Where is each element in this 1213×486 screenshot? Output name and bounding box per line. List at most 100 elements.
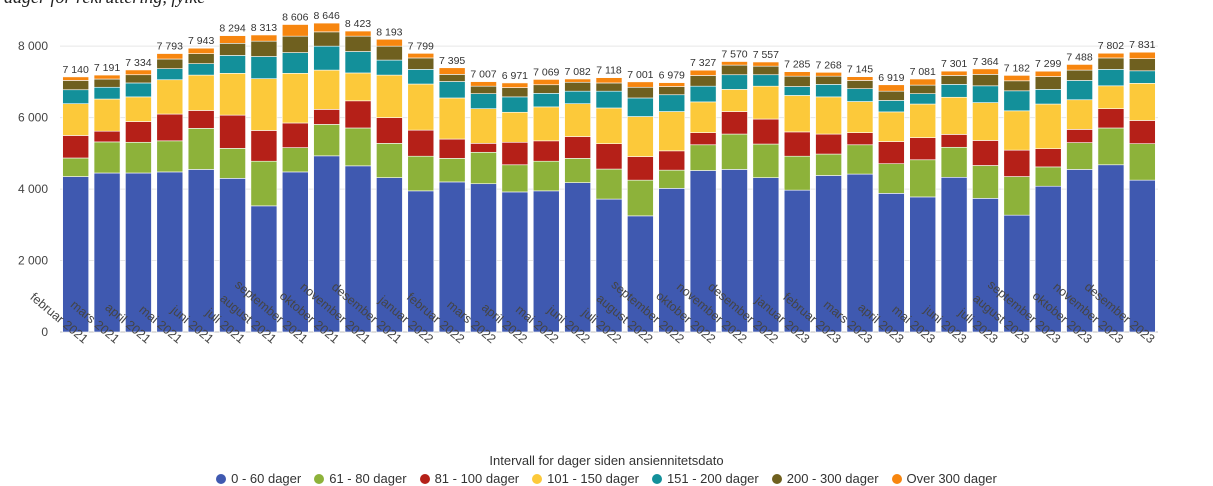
bar-segment [156, 171, 184, 333]
legend-item[interactable]: 151 - 200 dager [651, 471, 759, 486]
total-label: 7 182 [1004, 62, 1030, 74]
bar-segment [1128, 179, 1156, 333]
bar-segment [878, 100, 905, 113]
legend: Intervall for dager siden ansiennitetsda… [0, 453, 1213, 486]
bar-segment [1034, 89, 1062, 105]
bar-segment [815, 175, 842, 333]
y-tick-label: 2 000 [18, 254, 48, 268]
bar-segment [187, 47, 215, 54]
bar-segment [532, 106, 560, 142]
bar-segment [62, 76, 90, 81]
bar-segment [1003, 110, 1031, 151]
bar-segment [783, 86, 811, 96]
bar-segment [658, 111, 686, 152]
bar-segment [1128, 51, 1156, 59]
bar-segment [909, 159, 937, 198]
bar-segment [1066, 99, 1093, 130]
bar-segment [846, 76, 874, 81]
bar-segment [344, 127, 372, 167]
bar-segment [721, 61, 748, 66]
bar-segment [313, 22, 340, 33]
legend-swatch [771, 473, 782, 484]
total-label: 7 799 [408, 40, 434, 52]
bar-segment [940, 84, 968, 98]
legend-item[interactable]: 81 - 100 dager [419, 471, 520, 486]
bar-segment [1097, 85, 1125, 109]
bar-segment [1128, 83, 1156, 121]
bar-segment [752, 177, 780, 333]
total-label: 7 191 [94, 62, 120, 74]
bar-segment [250, 56, 278, 79]
bar-segment [156, 58, 184, 69]
bar-segment [250, 205, 278, 333]
bar-segment [689, 75, 717, 87]
bar-segment [407, 83, 435, 131]
total-label: 7 802 [1098, 40, 1124, 52]
bar-segment [721, 133, 748, 170]
bar-segment [62, 80, 90, 91]
bar-segment [909, 93, 937, 105]
bar-segment [187, 110, 215, 129]
bar-segment [940, 96, 968, 135]
bar-segment [125, 82, 152, 98]
bar-segment [219, 42, 246, 56]
legend-item[interactable]: 200 - 300 dager [771, 471, 879, 486]
bar-segment [313, 45, 340, 71]
total-label: 8 313 [251, 22, 277, 34]
legend-label: 81 - 100 dager [434, 471, 520, 486]
legend-item[interactable]: 0 - 60 dager [216, 471, 301, 486]
bar-segment [595, 77, 623, 84]
bar-segment [1097, 69, 1125, 87]
total-label: 7 081 [910, 66, 936, 78]
clipped-title: dager for rekruttering, fylke [4, 0, 205, 8]
bar-segment [219, 114, 246, 149]
bar-segment [187, 53, 215, 64]
y-tick-label: 6 000 [18, 111, 48, 125]
bar-segment [940, 134, 968, 148]
bar-segment [627, 215, 654, 333]
bar-segment [532, 93, 560, 108]
bar-segment [689, 69, 717, 76]
legend-item[interactable]: 61 - 80 dager [314, 471, 407, 486]
bar-segment [721, 64, 748, 76]
y-axis: 0 2 000 4 000 6 000 8 000 [18, 39, 48, 339]
bar-segment [219, 148, 246, 179]
legend-label: 200 - 300 dager [786, 471, 879, 486]
bar-segment [972, 74, 999, 87]
legend-title: Intervall for dager siden ansiennitetsda… [489, 453, 724, 468]
total-label: 7 069 [533, 66, 559, 78]
bar-segment [815, 133, 842, 155]
total-label: 7 327 [690, 57, 716, 69]
bar-segment [1034, 148, 1062, 168]
bar-segment [501, 164, 529, 193]
bar-segment [815, 75, 842, 85]
bar-segment [1034, 103, 1062, 150]
bar-segment [721, 111, 748, 135]
bar-segment [658, 86, 686, 96]
bar-segment [407, 190, 435, 333]
bar-segment [1066, 64, 1093, 71]
bar-segment [250, 78, 278, 131]
total-label: 7 007 [470, 69, 496, 81]
bar-segment [627, 116, 654, 157]
legend-item[interactable]: Over 300 dager [891, 471, 997, 486]
bar-segment [344, 72, 372, 102]
bar-segment [752, 118, 780, 145]
bar-segment [1128, 58, 1156, 72]
legend-items: 0 - 60 dager 61 - 80 dager 81 - 100 dager 1… [0, 471, 1213, 486]
bar-segment [815, 153, 842, 176]
bar-segment [501, 96, 529, 113]
bar-segment [281, 122, 309, 148]
legend-item[interactable]: 101 - 150 dager [532, 471, 639, 486]
bar-segment [564, 78, 591, 83]
bar-segment [470, 85, 497, 94]
bar-segment [595, 107, 623, 145]
bar-segment [313, 109, 340, 125]
bar-segment [219, 73, 246, 116]
bar-segment [187, 169, 215, 333]
bar-segment [407, 57, 435, 70]
bar-segment [689, 85, 717, 103]
bar-segment [187, 128, 215, 170]
bar-segment [470, 81, 497, 87]
bar-segment [1066, 129, 1093, 143]
